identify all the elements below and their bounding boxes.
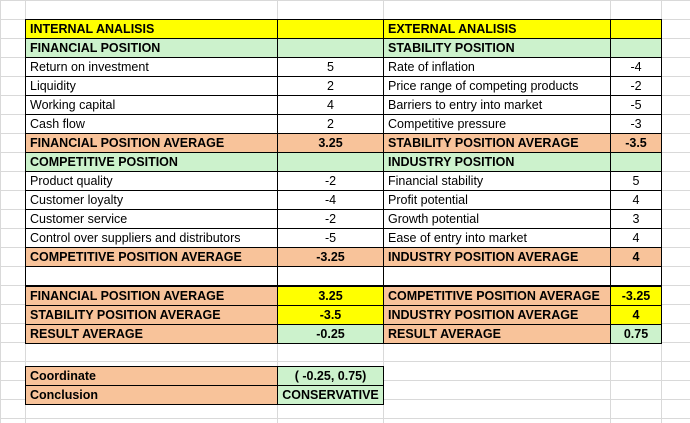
- result-average-right-value[interactable]: 0.75: [610, 324, 662, 344]
- industry-factor-label[interactable]: Growth potential: [383, 209, 611, 229]
- financial-average-label[interactable]: FINANCIAL POSITION AVERAGE: [25, 133, 278, 153]
- industry-factor-value[interactable]: 3: [610, 209, 662, 229]
- industry-factor-label[interactable]: Profit potential: [383, 190, 611, 210]
- conclusion-label[interactable]: Conclusion: [25, 385, 278, 405]
- financial-factor-value[interactable]: 2: [277, 114, 384, 134]
- competitive-factor-value[interactable]: -5: [277, 228, 384, 248]
- financial-factor-label[interactable]: Return on investment: [25, 57, 278, 77]
- summary-left-value[interactable]: 3.25: [277, 286, 384, 306]
- internal-analysis-header[interactable]: INTERNAL ANALISIS: [25, 19, 278, 39]
- competitive-factor-value[interactable]: -2: [277, 209, 384, 229]
- result-average-right-label[interactable]: RESULT AVERAGE: [383, 324, 611, 344]
- competitive-factor-label[interactable]: Customer loyalty: [25, 190, 278, 210]
- financial-factor-label[interactable]: Liquidity: [25, 76, 278, 96]
- coordinate-value[interactable]: ( -0.25, 0.75): [277, 366, 384, 386]
- industry-average-value[interactable]: 4: [610, 247, 662, 267]
- financial-average-value[interactable]: 3.25: [277, 133, 384, 153]
- external-analysis-header[interactable]: EXTERNAL ANALISIS: [383, 19, 611, 39]
- stability-factor-value[interactable]: -2: [610, 76, 662, 96]
- result-average-left-label[interactable]: RESULT AVERAGE: [25, 324, 278, 344]
- summary-right-value[interactable]: -3.25: [610, 286, 662, 306]
- stability-factor-value[interactable]: -4: [610, 57, 662, 77]
- empty-row-cell[interactable]: [25, 266, 278, 286]
- stability-factor-label[interactable]: Price range of competing products: [383, 76, 611, 96]
- competitive-position-title[interactable]: COMPETITIVE POSITION: [25, 152, 278, 172]
- competitive-factor-value[interactable]: -4: [277, 190, 384, 210]
- summary-right-value[interactable]: 4: [610, 305, 662, 325]
- financial-factor-value[interactable]: 4: [277, 95, 384, 115]
- summary-left-value[interactable]: -3.5: [277, 305, 384, 325]
- empty-row-cell[interactable]: [383, 266, 611, 286]
- coordinate-label[interactable]: Coordinate: [25, 366, 278, 386]
- stability-average-label[interactable]: STABILITY POSITION AVERAGE: [383, 133, 611, 153]
- financial-factor-value[interactable]: 2: [277, 76, 384, 96]
- stability-factor-label[interactable]: Rate of inflation: [383, 57, 611, 77]
- industry-factor-value[interactable]: 4: [610, 190, 662, 210]
- industry-factor-value[interactable]: 5: [610, 171, 662, 191]
- empty-row-cell[interactable]: [277, 266, 384, 286]
- stability-position-title[interactable]: STABILITY POSITION: [383, 38, 611, 58]
- external-header-value-cell[interactable]: [610, 19, 662, 39]
- competitive-title-value-cell[interactable]: [277, 152, 384, 172]
- competitive-average-label[interactable]: COMPETITIVE POSITION AVERAGE: [25, 247, 278, 267]
- conclusion-value[interactable]: CONSERVATIVE: [277, 385, 384, 405]
- competitive-factor-label[interactable]: Product quality: [25, 171, 278, 191]
- result-average-left-value[interactable]: -0.25: [277, 324, 384, 344]
- stability-factor-label[interactable]: Competitive pressure: [383, 114, 611, 134]
- industry-average-label[interactable]: INDUSTRY POSITION AVERAGE: [383, 247, 611, 267]
- competitive-factor-value[interactable]: -2: [277, 171, 384, 191]
- internal-header-value-cell[interactable]: [277, 19, 384, 39]
- stability-factor-value[interactable]: -5: [610, 95, 662, 115]
- stability-average-value[interactable]: -3.5: [610, 133, 662, 153]
- competitive-factor-label[interactable]: Customer service: [25, 209, 278, 229]
- stability-factor-value[interactable]: -3: [610, 114, 662, 134]
- financial-factor-label[interactable]: Cash flow: [25, 114, 278, 134]
- competitive-factor-label[interactable]: Control over suppliers and distributors: [25, 228, 278, 248]
- financial-title-value-cell[interactable]: [277, 38, 384, 58]
- industry-position-title[interactable]: INDUSTRY POSITION: [383, 152, 611, 172]
- stability-factor-label[interactable]: Barriers to entry into market: [383, 95, 611, 115]
- summary-left-label[interactable]: STABILITY POSITION AVERAGE: [25, 305, 278, 325]
- summary-right-label[interactable]: COMPETITIVE POSITION AVERAGE: [383, 286, 611, 306]
- financial-factor-value[interactable]: 5: [277, 57, 384, 77]
- financial-position-title[interactable]: FINANCIAL POSITION: [25, 38, 278, 58]
- industry-factor-label[interactable]: Ease of entry into market: [383, 228, 611, 248]
- summary-right-label[interactable]: INDUSTRY POSITION AVERAGE: [383, 305, 611, 325]
- summary-left-label[interactable]: FINANCIAL POSITION AVERAGE: [25, 286, 278, 306]
- industry-factor-label[interactable]: Financial stability: [383, 171, 611, 191]
- industry-factor-value[interactable]: 4: [610, 228, 662, 248]
- financial-factor-label[interactable]: Working capital: [25, 95, 278, 115]
- competitive-average-value[interactable]: -3.25: [277, 247, 384, 267]
- stability-title-value-cell[interactable]: [610, 38, 662, 58]
- empty-row-cell[interactable]: [610, 266, 662, 286]
- industry-title-value-cell[interactable]: [610, 152, 662, 172]
